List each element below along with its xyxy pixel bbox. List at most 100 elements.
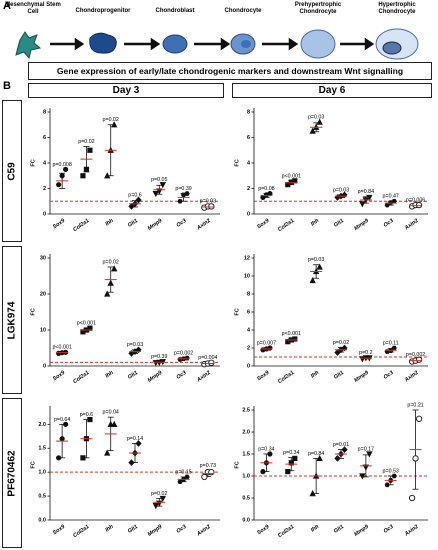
p-value: p=0.007 xyxy=(257,340,276,346)
x-tick-label: Axin2 xyxy=(403,370,420,384)
x-tick-label: Mmp9 xyxy=(147,523,164,538)
data-point xyxy=(63,166,69,172)
p-value: p=0.53 xyxy=(383,468,399,474)
p-value: p=0.004 xyxy=(198,355,217,361)
p-value: p=0.6 xyxy=(80,412,93,418)
y-tick-label: 1.0 xyxy=(38,470,46,476)
row-label: LGK974 xyxy=(6,301,18,339)
x-tick-label: Sox9 xyxy=(256,217,271,230)
p-value: p=0.2 xyxy=(359,350,372,356)
data-point xyxy=(152,503,159,510)
data-point xyxy=(177,198,183,204)
p-value: p=0.02 xyxy=(78,139,94,145)
mesenchymal-cell xyxy=(15,31,42,60)
data-point xyxy=(80,455,86,461)
data-point xyxy=(391,198,397,204)
x-tick-label: Oc3 xyxy=(176,370,188,381)
y-tick-label: 6 xyxy=(43,135,46,141)
data-point xyxy=(59,173,65,179)
p-value: p=0.47 xyxy=(383,194,399,200)
row-header: LGK974 xyxy=(2,246,22,394)
y-tick-label: 8 xyxy=(43,109,46,115)
x-tick-label: Axin2 xyxy=(403,524,420,538)
data-point xyxy=(107,279,114,286)
data-point xyxy=(384,482,390,488)
y-tick-label: 0 xyxy=(247,211,250,217)
p-value: p=0.11 xyxy=(383,340,399,346)
x-tick-label: Oc3 xyxy=(383,370,395,381)
x-tick-label: Sox9 xyxy=(256,523,271,536)
x-tick-label: Mmp9 xyxy=(147,369,164,384)
x-tick-label: Axin2 xyxy=(195,524,212,538)
p-value: p=0.03 xyxy=(200,199,216,205)
cell-label: Chondroblast xyxy=(155,8,195,14)
y-axis-label: FC xyxy=(30,308,36,315)
x-tick-label: Ihh xyxy=(310,524,321,534)
prehypertrophic-cell xyxy=(300,29,336,59)
data-point xyxy=(128,459,135,466)
y-axis-label: FC xyxy=(30,461,36,468)
y-tick-label: 30 xyxy=(40,255,46,261)
x-tick-label: Sox9 xyxy=(52,217,67,230)
day-header: Day 6 xyxy=(232,83,432,98)
x-tick-label: Sox9 xyxy=(52,523,67,536)
p-value: p<0.001 xyxy=(52,345,71,351)
p-value: p=0.84 xyxy=(358,189,374,195)
data-point xyxy=(208,203,215,210)
x-tick-label: Sox9 xyxy=(256,369,271,382)
data-point xyxy=(87,416,93,423)
data-point xyxy=(104,449,111,456)
data-point xyxy=(341,446,348,453)
x-tick-label: Mmp9 xyxy=(353,217,370,232)
x-tick-label: Mmp9 xyxy=(353,523,370,538)
data-point xyxy=(292,336,298,342)
y-tick-label: 10 xyxy=(40,327,46,333)
x-tick-label: Ihh xyxy=(104,370,115,380)
p-value: p=0.34 xyxy=(283,450,299,456)
x-tick-label: Col2a1 xyxy=(277,370,295,385)
data-point xyxy=(104,290,111,297)
cell-label: Chondroprogenitor xyxy=(75,8,131,14)
data-point xyxy=(316,454,323,462)
cell-label: Prehypertrophic Chondrocyte xyxy=(294,2,342,15)
x-tick-label: Col2a1 xyxy=(277,524,295,539)
cell-label: Chondrocyte xyxy=(224,8,262,14)
row-header: PF670462 xyxy=(2,398,22,548)
x-tick-label: Gli1 xyxy=(127,218,139,229)
data-point xyxy=(80,173,86,179)
data-point xyxy=(135,440,142,447)
data-point xyxy=(260,469,266,475)
data-point xyxy=(56,455,62,461)
x-tick-label: Oc3 xyxy=(383,218,395,229)
y-tick-label: 20 xyxy=(40,291,46,297)
data-point xyxy=(292,455,298,462)
p-value: p=0.008 xyxy=(52,162,71,168)
x-tick-label: Col2a1 xyxy=(277,218,295,233)
y-tick-label: 10 xyxy=(244,273,250,279)
nucleus xyxy=(382,41,402,55)
data-point xyxy=(56,182,62,188)
p-value: p<0.001 xyxy=(77,321,96,327)
y-tick-label: 2.0 xyxy=(242,429,250,435)
chondroblast-cell xyxy=(162,34,188,54)
data-point xyxy=(309,490,316,497)
p-value: p=0.15 xyxy=(175,469,191,475)
data-point xyxy=(111,265,118,272)
data-point xyxy=(334,455,341,462)
data-point xyxy=(334,349,341,356)
data-point xyxy=(391,473,397,479)
data-point xyxy=(159,182,166,189)
y-tick-label: 0.0 xyxy=(242,517,250,523)
p-value: p=0.21 xyxy=(407,402,423,408)
x-tick-label: Col2a1 xyxy=(72,218,90,233)
p-value: p=0.05 xyxy=(151,177,167,183)
cell-label: Hypertrophic Chondrocyte xyxy=(378,2,416,15)
panel-label: B xyxy=(3,80,11,92)
data-point xyxy=(184,191,190,196)
data-point xyxy=(83,166,90,172)
data-point xyxy=(316,118,323,125)
data-point xyxy=(201,473,208,481)
x-tick-label: Oc3 xyxy=(176,524,188,535)
nucleus xyxy=(241,40,251,48)
